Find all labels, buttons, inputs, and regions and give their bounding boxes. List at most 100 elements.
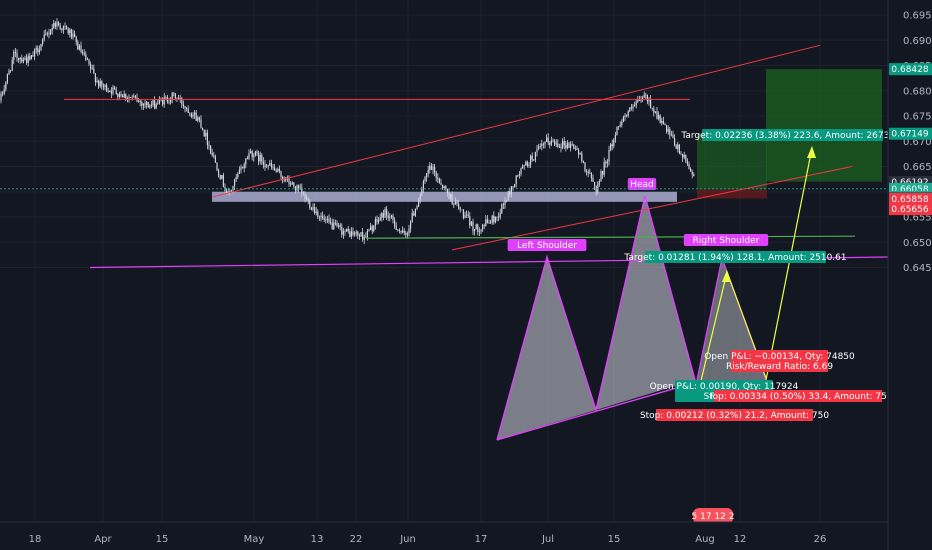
candle-body xyxy=(245,158,247,165)
candle-body xyxy=(619,124,621,127)
x-tick-label: Jun xyxy=(399,534,416,545)
candle-body xyxy=(472,221,474,232)
candle-body xyxy=(40,43,42,50)
candle-body xyxy=(72,33,74,38)
candle-body xyxy=(678,144,680,154)
candle-body xyxy=(235,177,237,180)
candle-body xyxy=(246,158,248,160)
candle-body xyxy=(406,233,408,235)
candle-body xyxy=(443,186,445,188)
x-tick-label: 18 xyxy=(29,534,42,545)
y-tick-label: 0.67000 xyxy=(903,137,932,148)
candle-body xyxy=(16,52,18,59)
candle-body xyxy=(306,198,308,200)
projection-path-long xyxy=(765,147,813,381)
candle-body xyxy=(373,225,375,232)
candle-body xyxy=(304,193,306,199)
target-label-short-bg xyxy=(645,251,826,263)
candle-body xyxy=(85,54,87,60)
candle-body xyxy=(350,231,352,237)
candle-body xyxy=(190,113,192,117)
candle-body xyxy=(18,58,20,60)
candle-body xyxy=(614,135,616,140)
candle-body xyxy=(669,129,671,135)
candle-body xyxy=(538,146,540,150)
pattern-label-bg xyxy=(507,239,587,251)
candle-body xyxy=(581,153,583,161)
candle-body xyxy=(288,177,290,184)
candle-body xyxy=(333,222,335,230)
candle-body xyxy=(344,231,346,232)
candle-body xyxy=(309,200,311,208)
candle-body xyxy=(109,90,111,92)
candle-body xyxy=(342,231,344,235)
candle-body xyxy=(256,151,258,154)
candle-body xyxy=(422,181,424,189)
time-axis[interactable]: 18 Apr 15 May 13 22 Jun 17 Jul 15 Aug 12 26 xyxy=(29,534,827,545)
candle-body xyxy=(658,115,660,119)
candle-body xyxy=(586,171,588,172)
candle-body xyxy=(314,207,316,214)
target-zone-long xyxy=(766,69,882,182)
candle-body xyxy=(634,105,636,107)
price-tag: 0.68428 xyxy=(891,65,928,75)
candle-body xyxy=(86,59,88,61)
candle-body xyxy=(78,45,80,50)
candle-body xyxy=(582,160,584,163)
candle-body xyxy=(434,166,436,173)
candle-body xyxy=(93,68,95,74)
candle-body xyxy=(310,207,312,210)
candle-body xyxy=(405,232,407,235)
channel-upper-line xyxy=(212,44,821,198)
candle-body xyxy=(642,97,644,101)
arrow-head-long xyxy=(807,146,816,158)
candle-body xyxy=(418,200,420,207)
candle-body xyxy=(5,82,7,90)
candle-body xyxy=(395,225,397,230)
candle-body xyxy=(22,59,24,62)
candle-body xyxy=(58,22,60,26)
candle-body xyxy=(253,155,255,158)
candle-body xyxy=(242,167,244,169)
candle-body xyxy=(595,186,597,193)
candle-body xyxy=(402,230,404,233)
candle-body xyxy=(610,144,612,151)
candle-body xyxy=(125,93,127,99)
candle-body xyxy=(277,168,279,172)
candle-body xyxy=(77,41,79,50)
candle-body xyxy=(526,161,528,166)
candle-body xyxy=(659,115,661,123)
y-tick-label: 0.69500 xyxy=(903,11,932,22)
y-tick-label: 0.64500 xyxy=(903,263,932,274)
candle-body xyxy=(131,96,133,98)
candle-body xyxy=(515,175,517,185)
candle-body xyxy=(573,144,575,149)
candle-body xyxy=(648,99,650,102)
candle-body xyxy=(626,115,628,116)
candle-body xyxy=(440,182,442,185)
candle-body xyxy=(19,58,21,60)
candle-body xyxy=(262,161,264,165)
candle-body xyxy=(205,132,207,137)
candle-body xyxy=(386,208,388,216)
candle-body xyxy=(206,132,208,145)
candle-body xyxy=(542,143,544,145)
price-tag-bg xyxy=(889,192,932,205)
candle-body xyxy=(469,216,471,226)
candle-body xyxy=(24,57,26,60)
candle-body xyxy=(666,125,668,132)
candle-body xyxy=(483,224,485,226)
pattern-label-bg xyxy=(627,178,657,190)
candle-body xyxy=(571,144,573,145)
candle-body xyxy=(501,204,503,214)
candle-body xyxy=(283,179,285,181)
candle-body xyxy=(299,187,301,189)
candle-body xyxy=(565,145,567,149)
x-tick-label: 12 xyxy=(734,534,747,545)
neckline xyxy=(496,381,698,441)
candle-body xyxy=(688,164,690,169)
candle-body xyxy=(213,155,215,157)
candle-body xyxy=(91,68,93,70)
candle-body xyxy=(627,111,629,116)
